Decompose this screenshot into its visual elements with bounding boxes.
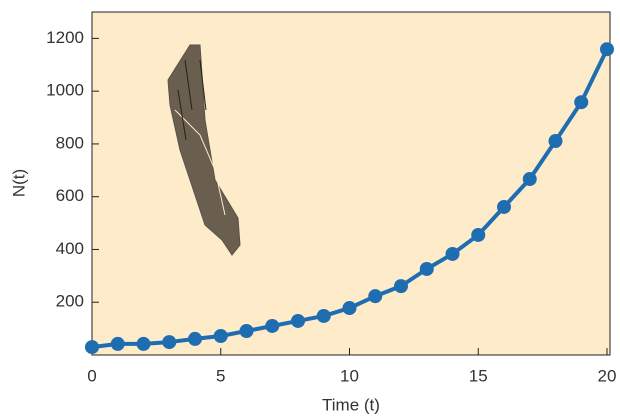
y-tick-label: 200 bbox=[56, 292, 84, 311]
data-point bbox=[291, 313, 305, 328]
data-point bbox=[110, 336, 125, 351]
data-point bbox=[213, 329, 228, 344]
data-point bbox=[419, 261, 434, 276]
data-point bbox=[85, 340, 99, 355]
data-point bbox=[600, 42, 614, 57]
data-point bbox=[368, 289, 383, 304]
x-tick-label: 0 bbox=[87, 366, 96, 385]
x-axis-label: Time (t) bbox=[322, 395, 380, 414]
y-tick-label: 1200 bbox=[46, 28, 84, 47]
x-tick-label: 5 bbox=[216, 366, 225, 385]
data-point bbox=[265, 318, 280, 333]
data-point bbox=[188, 331, 202, 346]
data-point bbox=[471, 227, 486, 242]
y-axis-label: N(t) bbox=[9, 169, 28, 197]
squirrel-illustration bbox=[167, 44, 241, 256]
data-point bbox=[136, 336, 151, 351]
data-point bbox=[342, 301, 357, 316]
x-tick-label: 10 bbox=[340, 366, 359, 385]
data-point bbox=[445, 246, 460, 261]
data-point bbox=[162, 335, 177, 350]
x-tick-label: 15 bbox=[469, 366, 488, 385]
y-tick-label: 1000 bbox=[46, 81, 84, 100]
data-point bbox=[497, 199, 511, 214]
y-tick-label: 800 bbox=[56, 133, 84, 152]
data-point bbox=[574, 95, 589, 110]
data-point bbox=[522, 172, 537, 187]
data-point bbox=[239, 323, 254, 338]
data-point bbox=[548, 134, 563, 149]
data-point bbox=[394, 279, 408, 294]
x-tick-label: 20 bbox=[598, 366, 617, 385]
y-tick-label: 400 bbox=[56, 239, 84, 258]
data-point bbox=[316, 308, 331, 323]
y-tick-label: 600 bbox=[56, 186, 84, 205]
